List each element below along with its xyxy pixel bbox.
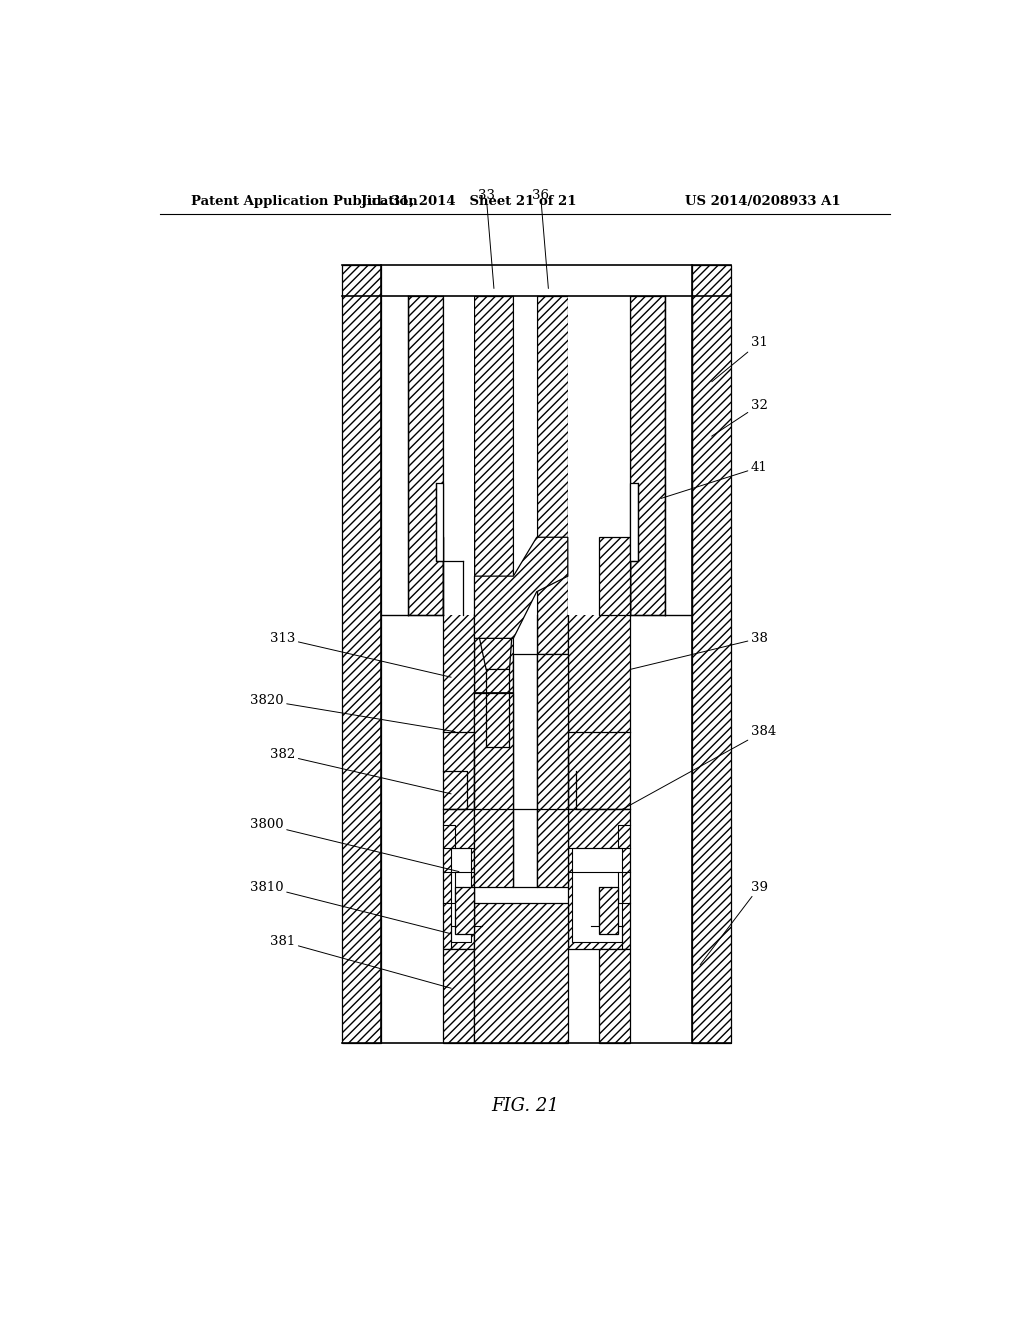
Polygon shape <box>474 903 568 1043</box>
Text: FIG. 21: FIG. 21 <box>490 1097 559 1114</box>
Text: 39: 39 <box>700 880 768 965</box>
Polygon shape <box>474 693 513 731</box>
Polygon shape <box>452 849 471 941</box>
Polygon shape <box>443 809 474 949</box>
Polygon shape <box>537 296 568 653</box>
Text: Jul. 31, 2014   Sheet 21 of 21: Jul. 31, 2014 Sheet 21 of 21 <box>361 194 577 207</box>
Polygon shape <box>474 296 513 693</box>
Polygon shape <box>599 949 630 1043</box>
Polygon shape <box>630 296 665 615</box>
Text: Patent Application Publication: Patent Application Publication <box>191 194 418 207</box>
Text: 384: 384 <box>623 725 776 809</box>
Polygon shape <box>474 693 513 887</box>
Polygon shape <box>692 265 731 1043</box>
Text: 38: 38 <box>630 632 767 669</box>
Text: 381: 381 <box>270 935 452 989</box>
Polygon shape <box>443 949 474 1043</box>
Polygon shape <box>474 537 568 639</box>
Polygon shape <box>568 809 630 949</box>
Polygon shape <box>630 483 638 561</box>
Text: 3820: 3820 <box>250 694 455 731</box>
Polygon shape <box>665 296 692 615</box>
Polygon shape <box>455 887 474 933</box>
Polygon shape <box>537 653 568 887</box>
Polygon shape <box>342 265 381 1043</box>
Polygon shape <box>513 296 537 653</box>
Text: 313: 313 <box>270 632 452 677</box>
Text: 32: 32 <box>712 399 767 436</box>
Polygon shape <box>568 483 630 809</box>
Polygon shape <box>443 483 474 809</box>
Polygon shape <box>571 849 623 941</box>
Text: 33: 33 <box>477 189 495 289</box>
Polygon shape <box>443 296 474 615</box>
Polygon shape <box>513 653 537 887</box>
Polygon shape <box>568 296 630 615</box>
Text: 3800: 3800 <box>250 818 459 871</box>
Text: 3810: 3810 <box>250 880 452 933</box>
Polygon shape <box>435 483 443 561</box>
Polygon shape <box>599 887 618 933</box>
Text: 382: 382 <box>270 748 452 793</box>
Text: US 2014/0208933 A1: US 2014/0208933 A1 <box>685 194 841 207</box>
Polygon shape <box>599 537 630 615</box>
Text: 31: 31 <box>712 337 767 381</box>
Polygon shape <box>409 296 443 615</box>
Text: 36: 36 <box>532 189 549 289</box>
Polygon shape <box>381 296 409 615</box>
Text: 41: 41 <box>662 461 767 499</box>
